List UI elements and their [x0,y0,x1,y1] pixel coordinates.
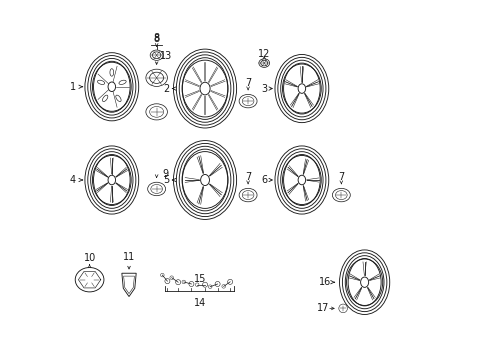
Text: 5: 5 [163,175,169,185]
Text: 9: 9 [162,168,168,179]
Text: 13: 13 [159,51,171,61]
Text: 7: 7 [244,78,251,88]
Text: 1: 1 [70,82,76,92]
Text: 17: 17 [317,303,329,314]
Text: 7: 7 [244,172,251,182]
Text: 4: 4 [70,175,76,185]
Text: 15: 15 [193,274,205,284]
Text: 8: 8 [153,33,160,43]
Text: 2: 2 [163,84,169,94]
Text: 6: 6 [261,175,267,185]
Text: 7: 7 [338,172,344,182]
Text: 14: 14 [193,298,205,308]
Text: 12: 12 [258,49,270,59]
Text: 16: 16 [318,277,331,287]
Text: 8: 8 [153,35,160,44]
Text: 11: 11 [122,252,135,262]
Text: 10: 10 [83,253,96,263]
Text: 3: 3 [261,84,267,94]
